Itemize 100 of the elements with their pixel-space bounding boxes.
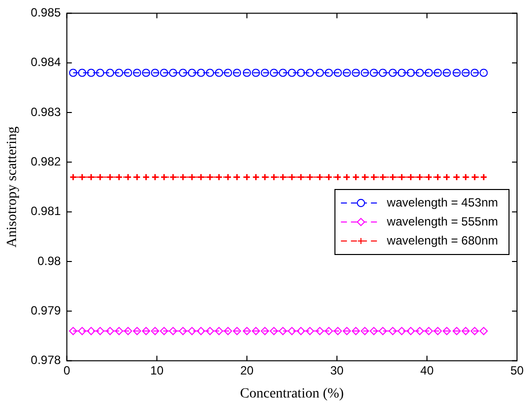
point xyxy=(480,68,488,77)
point xyxy=(316,68,324,77)
point xyxy=(124,326,132,336)
point xyxy=(352,326,360,336)
point xyxy=(106,326,114,336)
point xyxy=(132,326,142,336)
point xyxy=(169,173,177,181)
point xyxy=(142,326,150,336)
point xyxy=(252,68,260,77)
x-tick-label: 0 xyxy=(63,363,70,378)
point xyxy=(398,68,406,77)
point xyxy=(197,173,205,181)
point xyxy=(480,326,488,336)
point xyxy=(214,326,224,336)
point xyxy=(160,68,168,77)
point xyxy=(270,326,278,336)
point xyxy=(424,326,433,336)
x-tick-label: 30 xyxy=(330,363,344,378)
point xyxy=(334,326,342,336)
point xyxy=(324,326,333,336)
point xyxy=(242,326,251,336)
point xyxy=(442,68,451,77)
point xyxy=(270,173,278,181)
point xyxy=(442,326,451,336)
point xyxy=(406,68,415,77)
point xyxy=(87,68,96,77)
point xyxy=(370,68,378,77)
y-tick-label: 0.985 xyxy=(30,6,62,20)
point xyxy=(452,326,461,336)
y-tick-label: 0.978 xyxy=(30,353,62,368)
point xyxy=(87,326,96,336)
point xyxy=(69,173,77,181)
point xyxy=(425,173,433,181)
point xyxy=(242,68,251,77)
point xyxy=(124,68,132,77)
point xyxy=(297,173,305,181)
point xyxy=(288,326,296,336)
y-tick-label: 0.982 xyxy=(30,154,62,168)
point xyxy=(78,326,86,336)
y-axis-title: Anisotropy scattering xyxy=(5,126,20,248)
point xyxy=(334,68,342,77)
point xyxy=(260,326,270,336)
point xyxy=(150,68,160,77)
point xyxy=(106,173,114,181)
point xyxy=(142,173,150,181)
point xyxy=(462,68,470,77)
y-tick-label: 0.983 xyxy=(30,104,62,119)
point xyxy=(462,173,470,181)
point xyxy=(361,173,369,181)
point xyxy=(452,68,461,77)
point xyxy=(343,173,351,181)
point xyxy=(342,326,351,336)
legend-label: wavelength = 680nm xyxy=(386,233,498,248)
point xyxy=(96,173,104,181)
point xyxy=(389,173,397,181)
x-tick-label: 10 xyxy=(150,363,164,378)
point xyxy=(434,173,442,181)
point xyxy=(132,68,142,77)
point xyxy=(288,68,296,77)
point xyxy=(188,173,196,181)
point xyxy=(224,68,232,77)
point xyxy=(214,68,224,77)
point xyxy=(160,173,168,181)
point xyxy=(69,68,78,77)
point xyxy=(233,173,241,181)
point xyxy=(151,173,159,181)
point xyxy=(115,173,123,181)
point xyxy=(470,326,479,336)
point xyxy=(252,173,260,181)
point xyxy=(206,68,214,77)
point xyxy=(379,173,387,181)
point xyxy=(462,326,470,336)
point xyxy=(398,326,406,336)
x-tick-label: 20 xyxy=(240,363,254,378)
point xyxy=(179,173,187,181)
point xyxy=(188,68,196,77)
point xyxy=(78,68,86,77)
point xyxy=(224,173,232,181)
point xyxy=(232,326,242,336)
point xyxy=(279,173,287,181)
point xyxy=(407,173,415,181)
point xyxy=(325,173,333,181)
point xyxy=(288,173,296,181)
x-tick-label: 50 xyxy=(510,363,524,378)
point xyxy=(352,173,360,181)
point xyxy=(406,326,415,336)
point xyxy=(78,173,86,181)
point xyxy=(452,173,460,181)
point xyxy=(188,326,196,336)
point xyxy=(470,68,479,77)
point xyxy=(434,326,442,336)
legend-label: wavelength = 555nm xyxy=(386,214,498,228)
y-tick-label: 0.98 xyxy=(37,254,62,268)
point xyxy=(352,68,360,77)
point xyxy=(160,326,168,336)
point xyxy=(260,68,270,77)
point xyxy=(261,173,269,181)
point xyxy=(278,68,288,77)
point xyxy=(370,173,378,181)
point xyxy=(306,68,314,77)
